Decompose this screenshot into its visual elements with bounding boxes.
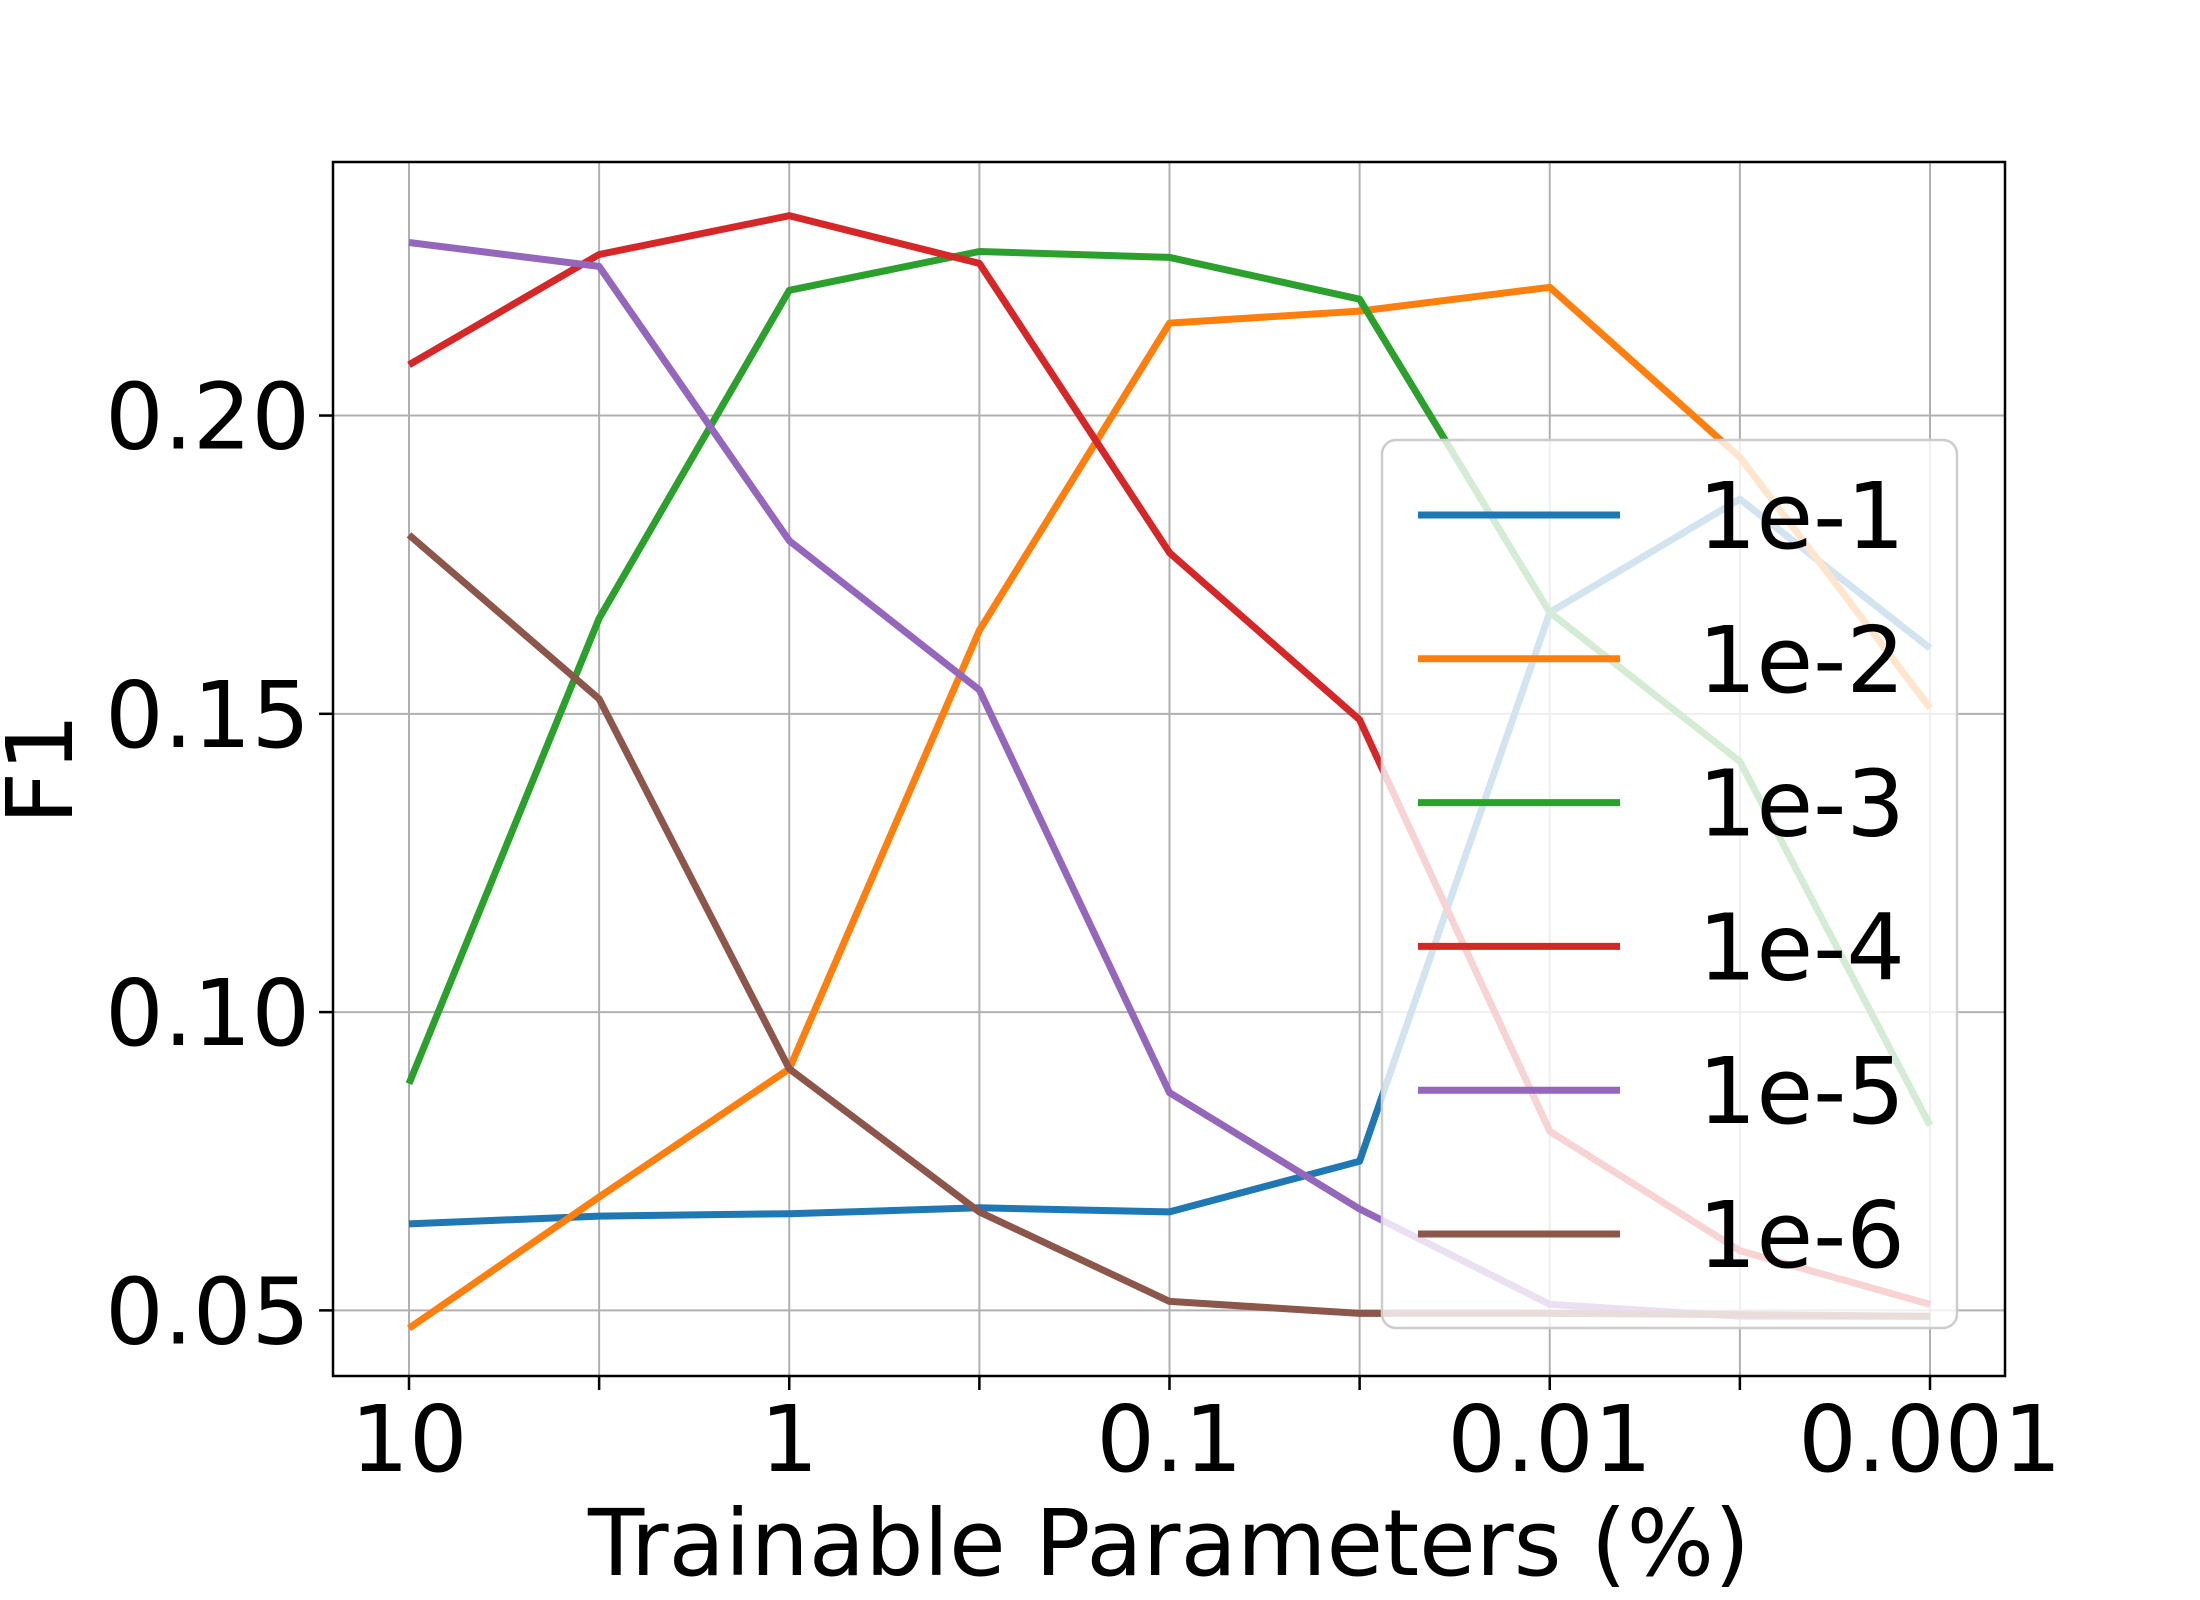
legend-label-1e-5: 1e-5 (1698, 1038, 1905, 1145)
y-tick-label: 0.20 (105, 364, 310, 471)
x-tick-label: 0.001 (1798, 1386, 2061, 1493)
x-tick-label: 10 (350, 1386, 467, 1493)
legend-label-1e-2: 1e-2 (1698, 607, 1905, 714)
x-axis-title: Trainable Parameters (%) (587, 1490, 1750, 1597)
y-tick-label: 0.15 (105, 662, 310, 769)
legend: 1e-1 1e-2 1e-3 1e-4 1e-5 1e-6 (1380, 438, 1959, 1330)
legend-label-1e-3: 1e-3 (1698, 751, 1905, 858)
series-line-1e-2 (407, 283, 1933, 1332)
x-tick-label: 1 (760, 1386, 819, 1493)
x-tick-label: 0.01 (1447, 1386, 1652, 1493)
tick-layer: 10 1 0.1 0.01 0.001 0.05 0.10 0.15 0.20 (105, 364, 2062, 1493)
legend-label-1e-4: 1e-4 (1698, 894, 1905, 1001)
x-tick-label: 0.1 (1096, 1386, 1242, 1493)
y-tick-label: 0.05 (105, 1258, 310, 1365)
legend-label-1e-6: 1e-6 (1698, 1182, 1905, 1289)
y-tick-label: 0.10 (105, 960, 310, 1067)
legend-label-1e-1: 1e-1 (1698, 463, 1905, 570)
y-axis-title: F1 (0, 713, 94, 824)
